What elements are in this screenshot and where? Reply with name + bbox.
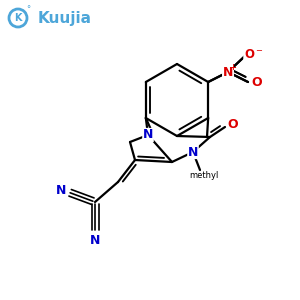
Text: Kuujia: Kuujia <box>38 11 92 26</box>
Text: N: N <box>223 65 233 79</box>
Text: N: N <box>188 146 198 158</box>
Text: O: O <box>252 76 262 88</box>
Text: +: + <box>230 62 236 71</box>
Text: O$^-$: O$^-$ <box>244 49 264 62</box>
Text: N: N <box>90 233 100 247</box>
Text: °: ° <box>26 5 30 14</box>
Text: +: + <box>230 62 236 71</box>
Text: N: N <box>143 128 153 142</box>
Text: methyl: methyl <box>189 170 219 179</box>
Text: O: O <box>252 76 262 88</box>
Text: N: N <box>56 184 66 197</box>
Text: N: N <box>223 65 233 79</box>
Text: K: K <box>14 13 22 23</box>
Text: O: O <box>228 118 238 131</box>
Text: O$^-$: O$^-$ <box>244 47 264 61</box>
